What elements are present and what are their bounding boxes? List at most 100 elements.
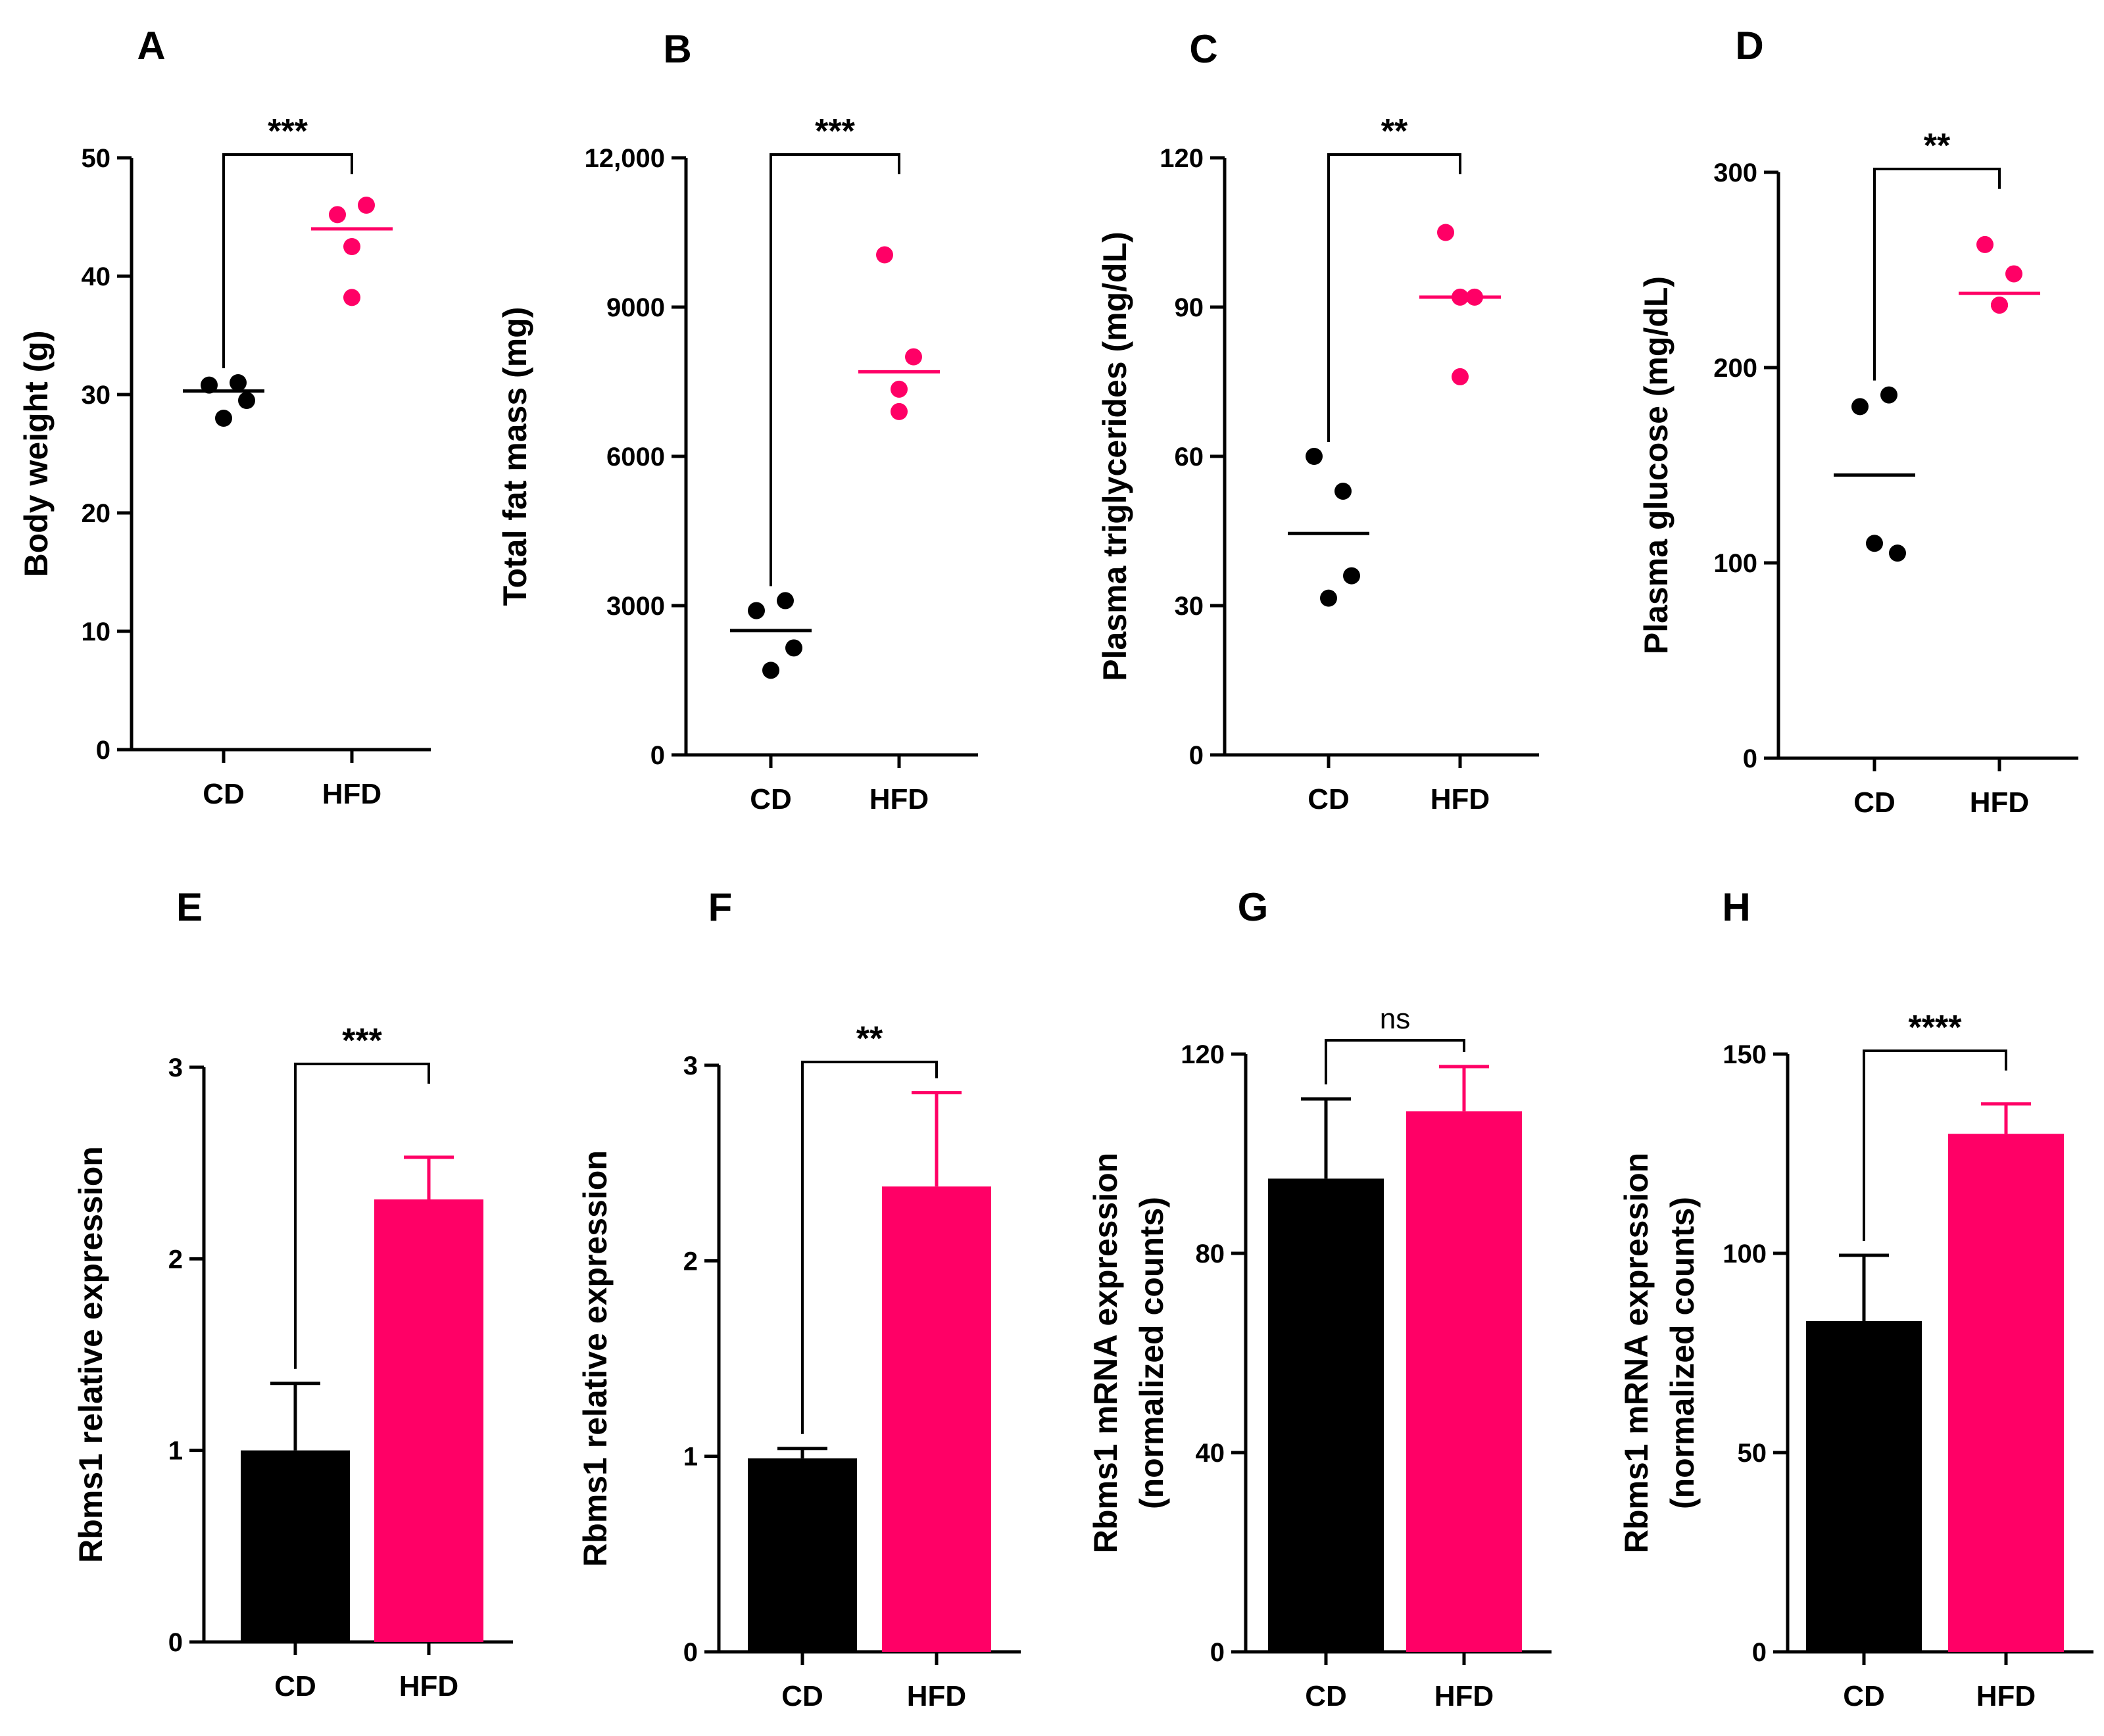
significance-label: ****: [1909, 1009, 1963, 1047]
y-tick-label: 3: [683, 1051, 698, 1080]
significance-label: ***: [815, 112, 855, 151]
bar: [1948, 1134, 2064, 1652]
y-tick-label: 0: [168, 1628, 183, 1657]
y-tick-label: 100: [1713, 549, 1757, 578]
bar: [1406, 1111, 1522, 1652]
y-axis-label: Plasma glucose (mg/dL): [1638, 276, 1675, 654]
panel-letter: D: [1735, 24, 1763, 68]
data-point: [1437, 224, 1454, 241]
panel-c: C 0 30 60 90 120 CD HFD Plasma triglycerides (mg…: [1096, 27, 1539, 815]
data-point: [777, 592, 794, 610]
significance-label: ***: [342, 1022, 382, 1060]
significance-bracket: [801, 1061, 938, 1434]
significance-label: **: [1924, 127, 1951, 165]
y-tick-label: 100: [1723, 1240, 1767, 1268]
y-tick-label: 0: [1743, 744, 1757, 773]
x-category-label: HFD: [1434, 1680, 1494, 1712]
y-tick-label: 150: [1723, 1040, 1767, 1069]
x-category-label: HFD: [1970, 786, 2029, 819]
x-category-label: HFD: [322, 778, 381, 810]
y-tick-label: 1: [168, 1437, 183, 1466]
y-axis-label: Rbms1 mRNA expression (normalized counts): [1087, 1153, 1170, 1553]
data-point: [1452, 368, 1469, 385]
y-tick-label: 0: [1210, 1638, 1225, 1667]
data-point: [1880, 386, 1897, 404]
significance-label: **: [1381, 112, 1408, 151]
y-tick-label: 12,000: [585, 144, 665, 173]
bar: [241, 1450, 350, 1642]
data-point: [2005, 265, 2022, 283]
panel-letter: H: [1722, 885, 1750, 929]
y-tick-label: 3000: [606, 592, 665, 621]
x-category-label: CD: [1305, 1680, 1347, 1712]
x-category-label: CD: [781, 1680, 823, 1712]
y-tick-label: 50: [82, 144, 111, 173]
significance-bracket: [770, 153, 900, 587]
y-tick-label: 60: [1175, 443, 1204, 471]
significance-bracket: [1327, 153, 1461, 442]
significance-label: ***: [268, 112, 308, 151]
y-axis-label: Rbms1 mRNA expression (normalized counts): [1618, 1153, 1701, 1553]
y-tick-label: 2: [683, 1247, 698, 1276]
panel-b: B 0 3000 6000 9000 12,000 CD HFD Total fat mass …: [497, 27, 978, 815]
data-point: [343, 289, 360, 306]
data-point: [891, 402, 908, 420]
x-category-label: CD: [1843, 1680, 1885, 1712]
y-axis-label: Body weight (g): [18, 331, 55, 577]
x-category-label: CD: [1853, 786, 1896, 819]
data-point: [1343, 567, 1360, 585]
data-point: [1889, 544, 1906, 562]
data-point: [748, 602, 765, 619]
x-category-label: HFD: [399, 1670, 458, 1702]
x-category-label: CD: [203, 778, 245, 810]
y-tick-label: 40: [82, 262, 111, 291]
x-category-label: HFD: [907, 1680, 966, 1712]
y-tick-label: 1: [683, 1443, 698, 1472]
y-tick-label: 40: [1196, 1439, 1225, 1468]
y-axis-label: Total fat mass (mg): [497, 307, 533, 606]
data-point: [1991, 296, 2008, 314]
y-axis-label: Plasma triglycerides (mg/dL): [1096, 231, 1133, 681]
data-point: [215, 410, 232, 427]
y-tick-label: 0: [1752, 1638, 1767, 1667]
bar: [1268, 1178, 1384, 1652]
bar: [1806, 1321, 1922, 1652]
y-tick-label: 50: [1738, 1439, 1767, 1468]
panel-letter: A: [137, 24, 165, 68]
y-tick-label: 90: [1175, 293, 1204, 322]
significance-bracket: [1873, 168, 2001, 381]
x-category-label: HFD: [1976, 1680, 2036, 1712]
data-point: [1851, 398, 1869, 416]
panel-f: F 0 1 2 3 CD HFD Rbms1 relative expression **: [577, 885, 1021, 1712]
y-tick-label: 120: [1181, 1040, 1225, 1069]
panel-g: G 0 40 80 120 CD HFD Rbms1 mRNA expression (norm…: [1087, 885, 1552, 1712]
x-category-label: HFD: [1431, 783, 1490, 815]
y-tick-label: 10: [82, 617, 111, 646]
x-category-label: CD: [1308, 783, 1350, 815]
y-tick-label: 9000: [606, 293, 665, 322]
y-tick-label: 300: [1713, 158, 1757, 187]
y-tick-label: 30: [82, 381, 111, 410]
data-point: [329, 206, 346, 224]
bar: [882, 1186, 991, 1652]
y-tick-label: 0: [650, 741, 665, 770]
significance-bracket: [1863, 1049, 2007, 1242]
y-tick-label: 80: [1196, 1240, 1225, 1268]
y-axis-label: Rbms1 relative expression: [72, 1146, 109, 1563]
y-tick-label: 30: [1175, 592, 1204, 621]
y-axis-label-line: (normalized counts): [1664, 1197, 1701, 1509]
significance-label: ns: [1380, 1003, 1410, 1035]
y-tick-label: 6000: [606, 443, 665, 471]
significance-bracket: [294, 1063, 430, 1369]
y-axis-label-line: Rbms1 mRNA expression: [1618, 1153, 1655, 1553]
significance-bracket: [222, 153, 353, 368]
y-tick-label: 3: [168, 1053, 183, 1082]
data-point: [1306, 448, 1323, 465]
x-category-label: HFD: [869, 783, 929, 815]
panel-d: D 0 100 200 300 CD HFD Plasma glucose (mg/dL) **: [1638, 24, 2078, 819]
y-tick-label: 0: [1189, 741, 1204, 770]
x-category-label: CD: [274, 1670, 316, 1702]
data-point: [905, 348, 922, 366]
y-tick-label: 20: [82, 499, 111, 528]
